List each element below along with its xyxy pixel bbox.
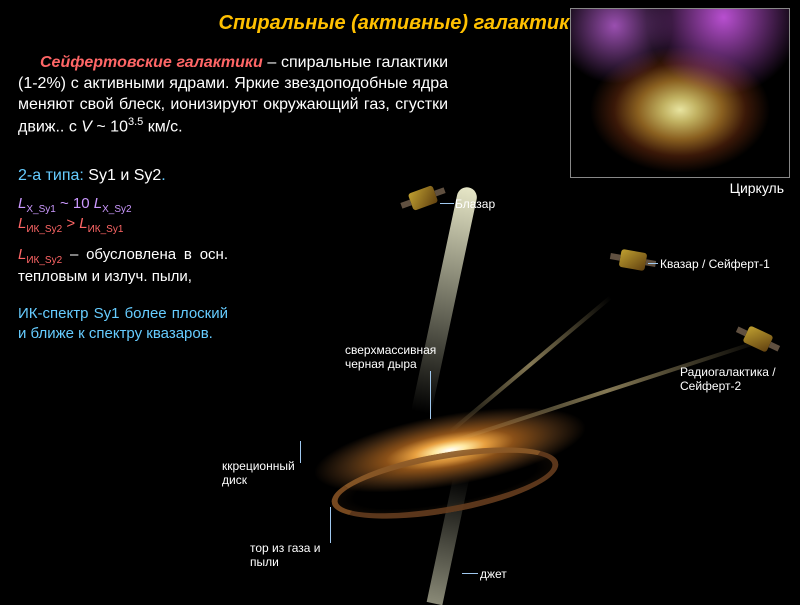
label-torus-1: тор из газа и: [250, 541, 320, 555]
jet-upper: [411, 185, 478, 414]
label-jet: джет: [480, 567, 507, 581]
types-prefix: 2-а типа:: [18, 167, 88, 184]
satellite-icon: [619, 249, 648, 271]
lik-explanation: LИК_Sy2 – обусловлена в осн. тепловым и …: [18, 245, 228, 287]
types-suffix: .: [161, 167, 165, 184]
f1-mid: ~ 10: [56, 195, 94, 212]
label-torus-2: пыли: [250, 555, 279, 569]
intro-term: Сейфертовские галактики: [40, 54, 263, 71]
velocity-exp: 3.5: [128, 116, 143, 128]
label-blazar: Блазар: [455, 197, 495, 211]
agn-unified-diagram: Блазар Квазар / Сейферт-1 Радиогалактика…: [240, 215, 790, 595]
label-accretion-1: ккреционный: [222, 459, 295, 473]
label-radiogalaxy-1: Радиогалактика /: [680, 365, 776, 379]
label-blackhole-1: сверхмассивная: [345, 343, 436, 357]
label-accretion-2: диск: [222, 473, 247, 487]
label-quasar: Квазар / Сейферт-1: [660, 257, 770, 271]
f1-sub2: X_Sy2: [102, 204, 131, 215]
velocity-symbol: V: [81, 119, 92, 136]
pointer: [330, 507, 331, 543]
types-labels: Sy1 и Sy2: [88, 167, 161, 184]
f2-sub1: ИК_Sy2: [26, 224, 62, 235]
nebula-image: [570, 8, 790, 178]
satellite-icon: [742, 325, 773, 352]
ir-spectrum-text: ИК-спектр Sy1 более плоский и ближе к сп…: [18, 304, 228, 343]
pointer: [300, 441, 301, 463]
intro-paragraph: Сейфертовские галактики – спиральные гал…: [18, 53, 448, 139]
f2-mid: >: [62, 215, 79, 232]
f1-sub1: X_Sy1: [26, 204, 55, 215]
velocity-rel: ~ 10: [92, 119, 128, 136]
pointer: [430, 371, 431, 419]
f2-sub2: ИК_Sy1: [88, 224, 124, 235]
velocity-unit: км/с.: [143, 119, 182, 136]
f2-L2: L: [79, 215, 87, 232]
lik-sub: ИК_Sy2: [26, 255, 62, 266]
f1-L2: L: [94, 195, 102, 212]
pointer: [462, 573, 478, 574]
pointer: [648, 263, 658, 264]
label-radiogalaxy-2: Сейферт-2: [680, 379, 741, 393]
label-blackhole-2: черная дыра: [345, 357, 417, 371]
nebula-label: Циркуль: [730, 180, 784, 196]
pointer: [440, 203, 454, 204]
